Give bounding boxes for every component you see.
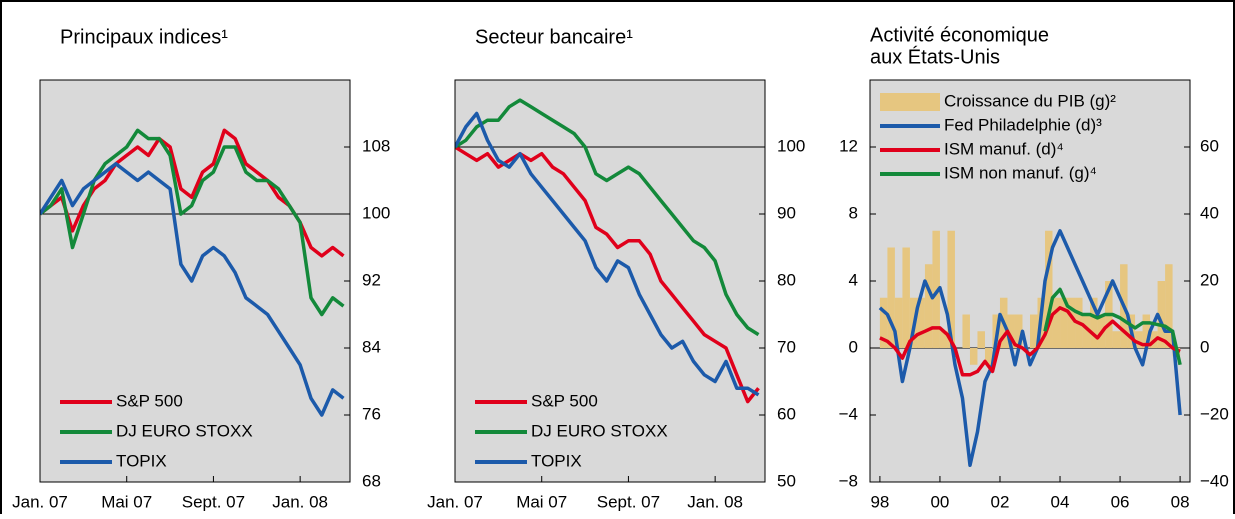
bar bbox=[969, 348, 978, 365]
y-tick-label: 68 bbox=[362, 471, 381, 490]
bar bbox=[947, 230, 955, 348]
bar bbox=[1142, 314, 1151, 348]
series-line bbox=[879, 306, 1181, 377]
bar bbox=[879, 297, 888, 348]
bar bbox=[962, 314, 970, 348]
series-group bbox=[878, 229, 1182, 468]
legend-swatch bbox=[880, 93, 940, 111]
legend-label: TOPIX bbox=[116, 451, 167, 470]
legend-label: Croissance du PIB (g)² bbox=[944, 91, 1116, 110]
bar bbox=[1045, 230, 1053, 348]
chart-title: Activité économique bbox=[870, 24, 1049, 46]
legend-label: DJ EURO STOXX bbox=[531, 421, 668, 440]
bar bbox=[1082, 314, 1091, 348]
y-tick-label: 50 bbox=[777, 471, 796, 490]
series-line bbox=[1043, 287, 1182, 366]
chart-title: Principaux indices¹ bbox=[60, 26, 228, 48]
legend-label: TOPIX bbox=[531, 451, 582, 470]
series-line bbox=[455, 145, 760, 404]
y2-tick-label: 0 bbox=[1200, 337, 1209, 356]
y-tick-label: 108 bbox=[362, 136, 390, 155]
bar bbox=[1030, 314, 1038, 348]
y-tick-label: 90 bbox=[777, 203, 796, 222]
x-tick-label: Sept. 07 bbox=[182, 492, 245, 511]
plot-border bbox=[454, 79, 766, 483]
y-tick-label: 60 bbox=[777, 404, 796, 423]
x-tick-label: Jan. 08 bbox=[687, 492, 743, 511]
legend-label: ISM manuf. (d)⁴ bbox=[944, 139, 1064, 158]
x-tick-label: Sept. 07 bbox=[597, 492, 660, 511]
x-tick-label: Mai 07 bbox=[101, 492, 152, 511]
x-tick-label: 02 bbox=[991, 492, 1010, 511]
plot-border bbox=[869, 79, 1191, 483]
bar bbox=[1157, 281, 1166, 348]
bar bbox=[924, 264, 933, 348]
bar bbox=[1165, 264, 1173, 348]
legend-label: DJ EURO STOXX bbox=[116, 421, 253, 440]
bar bbox=[984, 348, 993, 365]
y-tick-label: 92 bbox=[362, 270, 381, 289]
x-tick-label: Jan. 07 bbox=[12, 492, 68, 511]
bar bbox=[1112, 331, 1121, 348]
y-tick-label: 100 bbox=[777, 136, 805, 155]
legend-label: ISM non manuf. (g)⁴ bbox=[944, 163, 1097, 182]
bar bbox=[917, 297, 925, 348]
x-tick-label: Jan. 08 bbox=[272, 492, 328, 511]
x-tick-label: 98 bbox=[870, 492, 889, 511]
y-tick-label: 4 bbox=[849, 270, 858, 289]
legend-label: S&P 500 bbox=[116, 391, 183, 410]
y2-tick-label: 40 bbox=[1200, 203, 1219, 222]
y-tick-label: −4 bbox=[839, 404, 858, 423]
y-tick-label: −8 bbox=[839, 471, 858, 490]
bar bbox=[1052, 297, 1061, 348]
series-line bbox=[455, 98, 760, 337]
series-line bbox=[40, 128, 345, 317]
legend-label: S&P 500 bbox=[531, 391, 598, 410]
bar bbox=[939, 331, 948, 348]
chart-title: Secteur bancaire¹ bbox=[475, 26, 633, 48]
y2-tick-label: −40 bbox=[1200, 471, 1229, 490]
bar bbox=[1060, 297, 1068, 348]
bar bbox=[1007, 314, 1015, 348]
plot-area bbox=[40, 80, 350, 482]
y-tick-label: 80 bbox=[777, 270, 796, 289]
legend-label: Fed Philadelphie (d)³ bbox=[944, 115, 1102, 134]
bar bbox=[887, 247, 895, 348]
bar bbox=[1135, 331, 1143, 348]
y-tick-label: 12 bbox=[839, 136, 858, 155]
bar bbox=[1014, 314, 1023, 348]
bar bbox=[932, 230, 940, 348]
x-tick-label: 06 bbox=[1111, 492, 1130, 511]
x-tick-label: 00 bbox=[930, 492, 949, 511]
y-tick-label: 76 bbox=[362, 404, 381, 423]
bar bbox=[1067, 297, 1076, 348]
series-line bbox=[455, 111, 760, 397]
bar bbox=[894, 297, 903, 348]
y-tick-label: 100 bbox=[362, 203, 390, 222]
y-tick-label: 8 bbox=[849, 203, 858, 222]
bar bbox=[977, 331, 985, 348]
y2-tick-label: 20 bbox=[1200, 270, 1219, 289]
bar bbox=[1090, 297, 1098, 348]
chart-title: aux États-Unis bbox=[870, 45, 1000, 68]
plot-border bbox=[39, 79, 351, 483]
series-group bbox=[40, 128, 345, 417]
x-tick-label: Mai 07 bbox=[516, 492, 567, 511]
y-tick-label: 70 bbox=[777, 337, 796, 356]
y2-tick-label: 60 bbox=[1200, 136, 1219, 155]
series-line bbox=[40, 162, 345, 417]
y2-tick-label: −20 bbox=[1200, 404, 1229, 423]
series-group bbox=[455, 98, 760, 404]
x-tick-label: 04 bbox=[1051, 492, 1070, 511]
y-tick-label: 0 bbox=[849, 337, 858, 356]
bar bbox=[902, 247, 910, 348]
x-tick-label: Jan. 07 bbox=[427, 492, 483, 511]
x-tick-label: 08 bbox=[1171, 492, 1190, 511]
y-tick-label: 84 bbox=[362, 337, 381, 356]
